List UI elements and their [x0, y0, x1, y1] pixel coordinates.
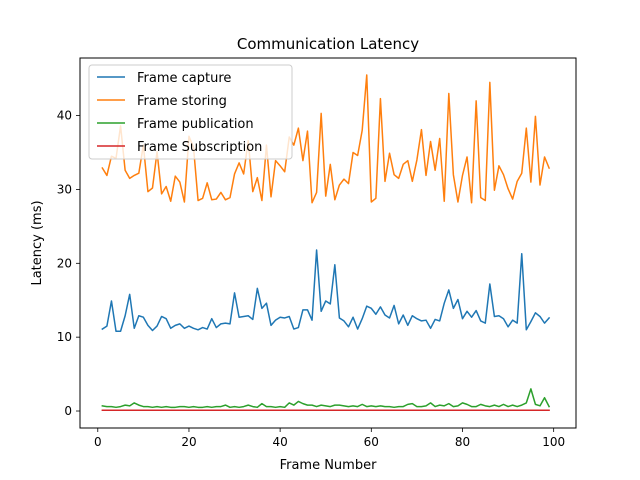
x-tick-label: 20: [181, 435, 196, 449]
legend-label-4: Frame Subscription: [137, 140, 262, 155]
x-tick-label: 0: [94, 435, 102, 449]
y-axis: 0 10 20 30 40: [57, 109, 80, 418]
y-axis-label: Latency (ms): [30, 200, 45, 285]
series-line-3: [101, 388, 551, 409]
x-tick-label: 60: [364, 435, 379, 449]
series-line-2: [101, 74, 551, 204]
plot-frame: [79, 57, 577, 429]
x-tick-label: 80: [455, 435, 470, 449]
y-tick-label: 20: [57, 256, 72, 270]
series-line-1: [101, 249, 551, 332]
series-layer: [101, 74, 551, 412]
y-tick-label: 30: [57, 182, 72, 196]
y-tick-label: 0: [64, 404, 72, 418]
legend-label-3: Frame publication: [137, 117, 254, 132]
legend-label-1: Frame capture: [137, 71, 231, 86]
x-axis: 0 20 40 60 80 100: [94, 428, 565, 449]
x-tick-label: 100: [542, 435, 565, 449]
chart-title: Communication Latency: [237, 35, 419, 53]
legend: Frame capture Frame storing Frame publicat…: [88, 64, 293, 160]
x-axis-label: Frame Number: [280, 458, 378, 473]
legend-label-2: Frame storing: [137, 94, 227, 109]
y-tick-label: 40: [57, 109, 72, 123]
y-tick-label: 10: [57, 330, 72, 344]
legend-box: [88, 64, 293, 160]
x-tick-label: 40: [272, 435, 287, 449]
